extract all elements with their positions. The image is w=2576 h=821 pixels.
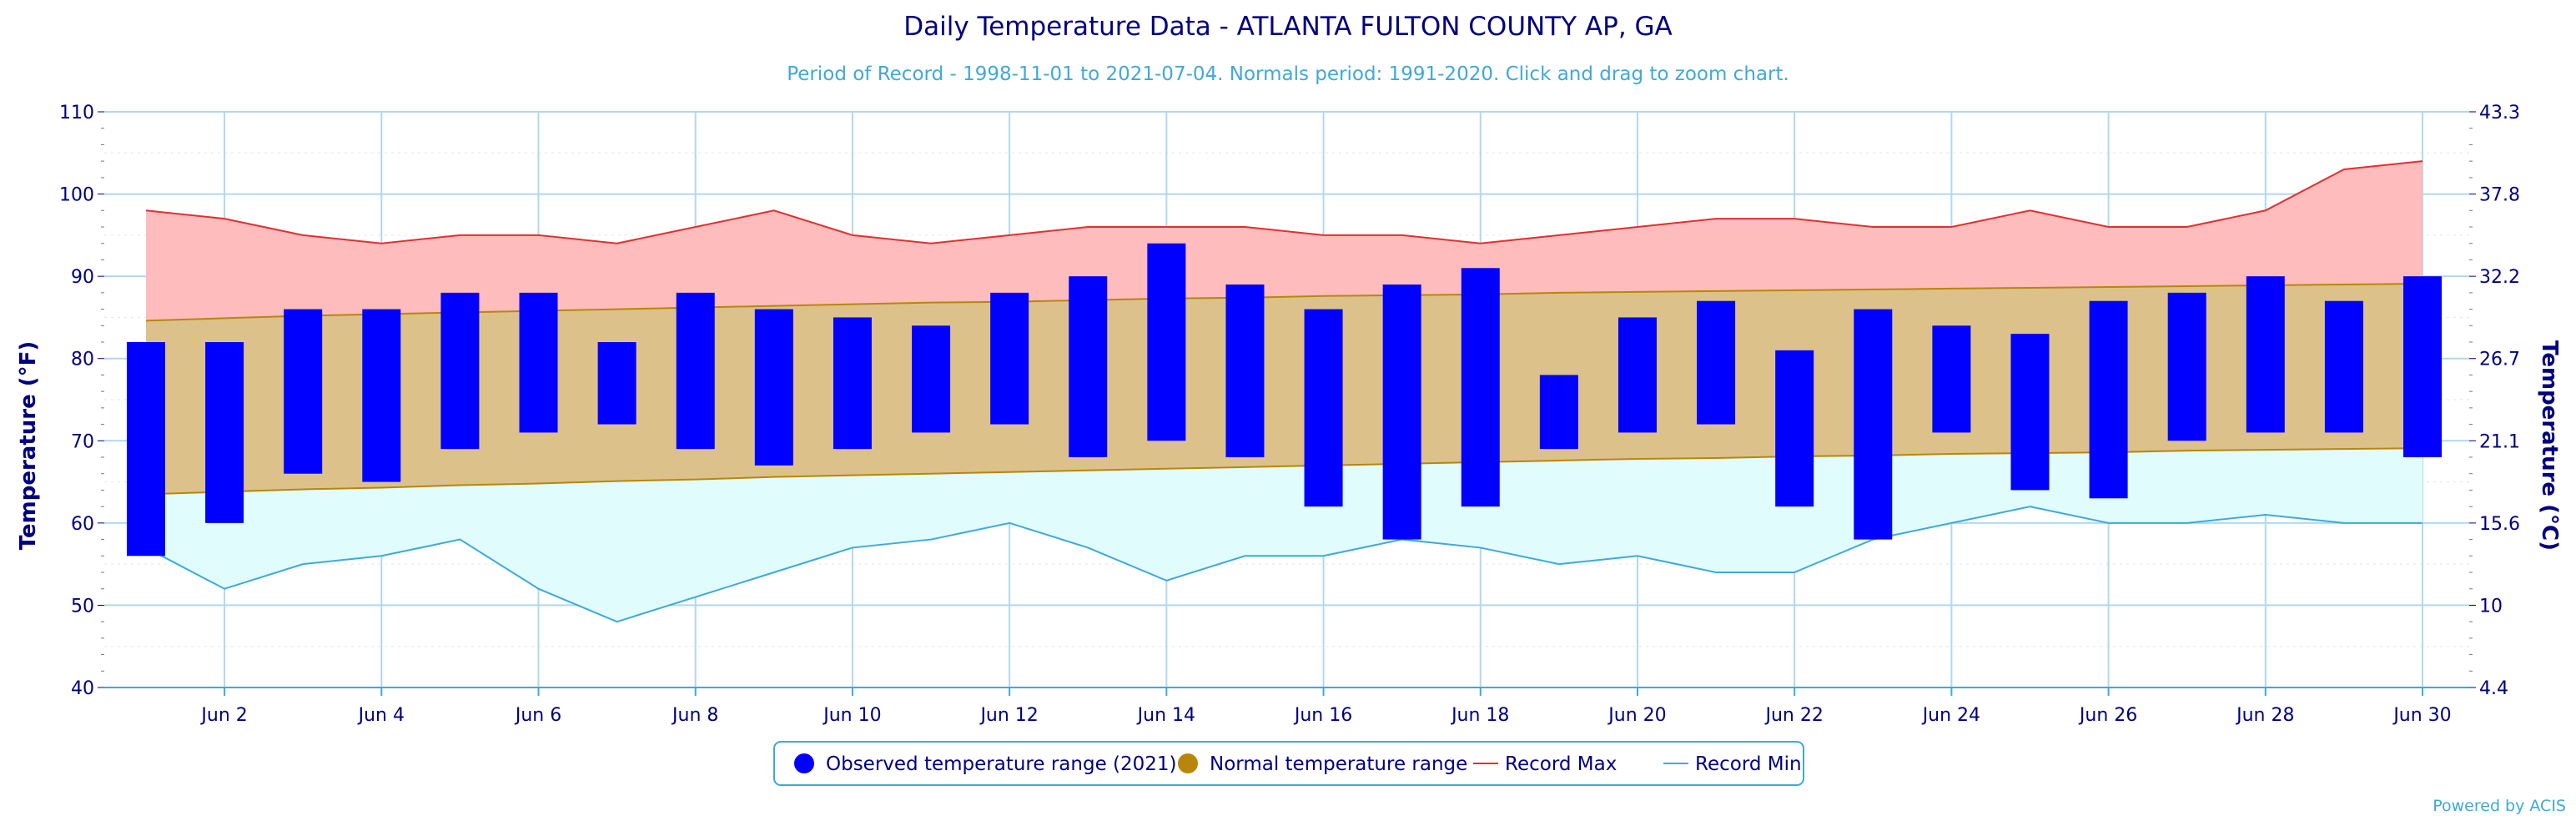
chart-subtitle: Period of Record - 1998-11-01 to 2021-07… [787, 63, 1789, 85]
observed-bars-layer[interactable] [127, 243, 2442, 557]
x-tick-label: Jun 20 [1607, 705, 1666, 726]
record-min-line [145, 506, 2423, 623]
y-tick-label-left: 80 [71, 350, 94, 370]
observed-bar-day-13[interactable] [1069, 276, 1108, 457]
observed-bar-day-11[interactable] [912, 325, 951, 433]
legend-box [773, 741, 1804, 786]
observed-bar-day-6[interactable] [519, 292, 558, 433]
observed-bar-day-3[interactable] [284, 309, 323, 474]
x-tick-label: Jun 22 [1763, 705, 1823, 726]
y-tick-label-right: 32.2 [2479, 267, 2520, 288]
legend-item-3[interactable]: Record Min [1663, 753, 1802, 775]
observed-bar-day-12[interactable] [990, 292, 1029, 425]
x-tick-label: Jun 2 [199, 705, 247, 726]
y-tick-label-right: 21.1 [2479, 431, 2520, 452]
observed-bar-day-16[interactable] [1304, 309, 1343, 507]
observed-bar-day-21[interactable] [1697, 300, 1736, 425]
observed-bar-day-24[interactable] [1932, 325, 1971, 433]
legend[interactable]: Observed temperature range (2021) Normal … [773, 741, 1804, 786]
y-axis-title-left: Temperature (°F) [16, 341, 41, 551]
observed-bar-day-26[interactable] [2089, 300, 2128, 499]
y-tick-label-left: 90 [71, 267, 94, 288]
y-tick-label-right: 4.4 [2479, 678, 2508, 699]
observed-bar-day-5[interactable] [440, 292, 480, 450]
x-tick-label: Jun 4 [357, 705, 405, 726]
observed-bar-day-15[interactable] [1225, 285, 1265, 457]
observed-bar-day-17[interactable] [1382, 285, 1421, 540]
x-tick-label: Jun 6 [514, 705, 561, 726]
y-tick-label-right: 37.8 [2479, 185, 2520, 206]
record-range-layer [145, 160, 2423, 623]
observed-bar-day-20[interactable] [1618, 317, 1657, 433]
observed-bar-day-18[interactable] [1461, 268, 1500, 507]
axis-layer: Jun 2 Jun 4 Jun 6 Jun 8 Jun 10 Jun 12 Jun 14 Ju… [59, 103, 2520, 726]
y-tick-label-right: 26.7 [2479, 350, 2520, 370]
observed-bar-day-10[interactable] [833, 317, 872, 450]
x-tick-label: Jun 18 [1450, 705, 1509, 726]
observed-bar-day-23[interactable] [1854, 309, 1893, 540]
y-tick-label-left: 40 [71, 678, 94, 699]
y-tick-label-left: 100 [59, 185, 94, 206]
observed-bar-day-28[interactable] [2246, 276, 2285, 433]
observed-bar-day-2[interactable] [205, 342, 244, 523]
y-tick-label-right: 10 [2479, 596, 2503, 617]
observed-bar-day-14[interactable] [1147, 243, 1186, 441]
y-tick-label-left: 110 [59, 103, 94, 123]
observed-bar-day-22[interactable] [1775, 350, 1814, 507]
observed-bar-day-9[interactable] [754, 309, 793, 466]
observed-bar-day-4[interactable] [362, 309, 401, 482]
observed-bar-day-30[interactable] [2403, 276, 2442, 457]
y-tick-label-right: 43.3 [2479, 103, 2520, 123]
y-tick-label-left: 50 [71, 596, 94, 617]
normal-range-area [146, 284, 2423, 495]
record-min-area [146, 448, 2423, 622]
x-tick-label: Jun 14 [1136, 705, 1195, 726]
legend-label: Observed temperature range (2021) [826, 753, 1177, 775]
y-axis-title-right: Temperature (°C) [2537, 340, 2562, 551]
y-tick-label-left: 70 [71, 431, 94, 452]
x-tick-label: Jun 26 [2078, 705, 2137, 726]
record-max-area [146, 161, 2423, 321]
legend-label: Normal temperature range [1210, 753, 1467, 775]
x-tick-label: Jun 28 [2235, 705, 2294, 726]
observed-bar-day-8[interactable] [676, 292, 715, 450]
legend-item-2[interactable]: Record Max [1473, 753, 1617, 775]
x-tick-label: Jun 12 [979, 705, 1038, 726]
credit-link[interactable]: Powered by ACIS [2433, 797, 2566, 815]
legend-label: Record Min [1695, 753, 1802, 775]
chart-title: Daily Temperature Data - ATLANTA FULTON … [903, 12, 1673, 42]
legend-label: Record Max [1505, 753, 1617, 775]
x-tick-label: Jun 10 [822, 705, 881, 726]
observed-bar-day-29[interactable] [2324, 300, 2363, 433]
observed-bar-day-1[interactable] [127, 342, 165, 557]
observed-bar-day-19[interactable] [1539, 375, 1578, 450]
legend-item-0[interactable]: Observed temperature range (2021) [794, 753, 1177, 775]
y-tick-label-right: 15.6 [2479, 514, 2520, 535]
observed-bar-day-25[interactable] [2010, 334, 2050, 491]
y-tick-label-left: 60 [71, 514, 94, 535]
observed-bar-day-7[interactable] [597, 342, 636, 425]
legend-marker-circle [1178, 753, 1198, 773]
x-tick-label: Jun 16 [1293, 705, 1352, 726]
observed-bar-day-27[interactable] [2167, 292, 2206, 441]
legend-marker-circle [794, 753, 814, 773]
record-max-line [145, 160, 2423, 244]
x-tick-label: Jun 8 [671, 705, 718, 726]
legend-item-1[interactable]: Normal temperature range [1178, 753, 1467, 775]
x-tick-label: Jun 30 [2392, 705, 2451, 726]
x-tick-label: Jun 24 [1921, 705, 1980, 726]
